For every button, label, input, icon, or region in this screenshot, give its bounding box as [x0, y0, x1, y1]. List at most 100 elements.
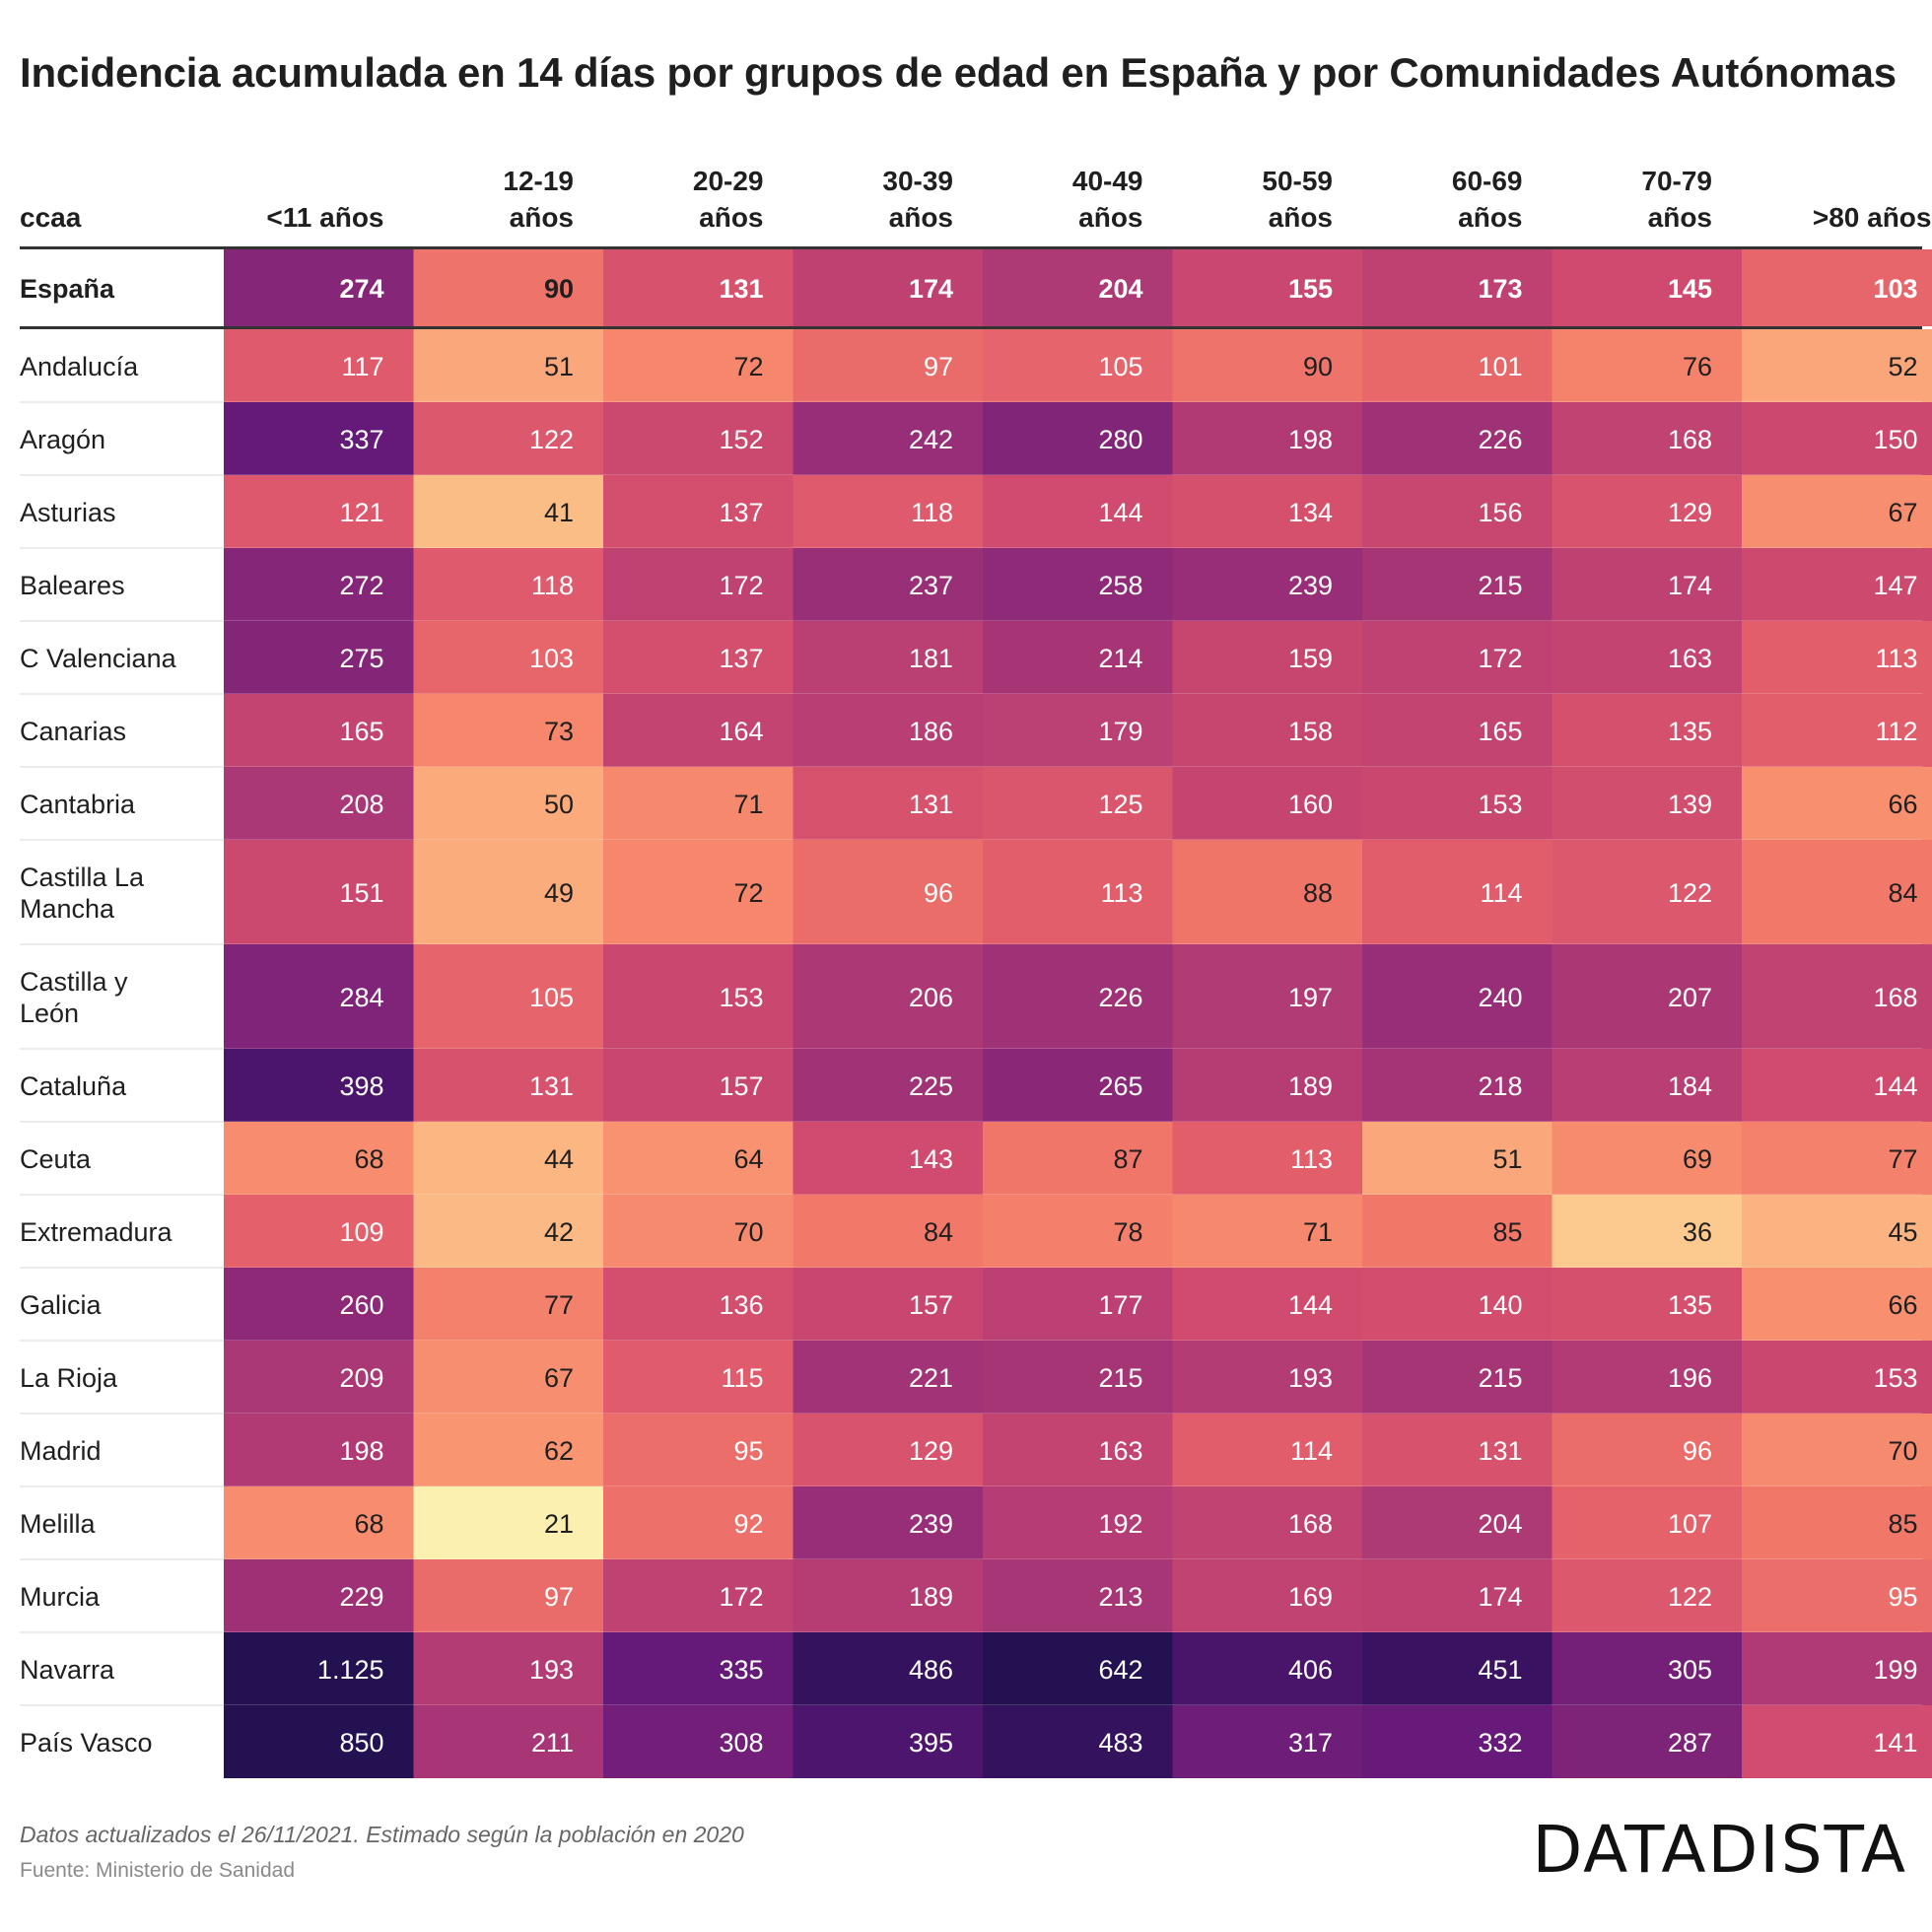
cell-value: 186 — [909, 717, 953, 746]
cell-value: 21 — [544, 1509, 574, 1539]
heatmap-cell — [983, 1632, 1174, 1705]
cell-value: 172 — [719, 571, 763, 600]
cell-value: 109 — [339, 1217, 383, 1247]
heatmap-cell — [1742, 402, 1932, 475]
heatmap-cell — [1362, 944, 1553, 1049]
heatmap-cell — [1172, 1559, 1363, 1632]
heatmap-cell — [1552, 402, 1743, 475]
cell-value: 157 — [909, 1290, 953, 1320]
cell-value: 172 — [1478, 644, 1522, 673]
cell-value: 218 — [1478, 1071, 1522, 1101]
cell-value: 193 — [529, 1655, 574, 1685]
row-label: Castilla y — [20, 967, 128, 997]
cell-value: 287 — [1668, 1728, 1712, 1758]
row-label: Cataluña — [20, 1071, 127, 1101]
cell-value: 160 — [1288, 790, 1333, 819]
cell-value: 169 — [1288, 1582, 1333, 1612]
heatmap-cell — [983, 621, 1174, 694]
heatmap-cell — [1552, 944, 1743, 1049]
cell-value: 242 — [909, 425, 953, 454]
cell-value: 275 — [339, 644, 383, 673]
row-label: Mancha — [20, 894, 115, 924]
heatmap-cell — [224, 694, 415, 767]
heatmap-cell — [224, 1559, 415, 1632]
heatmap-cell — [413, 767, 604, 840]
cell-value: 168 — [1668, 425, 1712, 454]
heatmap-cell — [1742, 1632, 1932, 1705]
heatmap-cell — [983, 1195, 1174, 1268]
heatmap-cell — [983, 475, 1174, 548]
cell-value: 52 — [1888, 352, 1917, 381]
heatmap-cell — [1172, 1414, 1363, 1486]
cell-value: 226 — [1098, 983, 1142, 1012]
heatmap-cell — [224, 1486, 415, 1559]
heatmap-cell — [224, 249, 415, 326]
heatmap-cell — [1552, 1268, 1743, 1341]
cell-value: 272 — [339, 571, 383, 600]
cell-value: 229 — [339, 1582, 383, 1612]
cell-value: 213 — [1098, 1582, 1142, 1612]
row-label: Madrid — [20, 1436, 102, 1466]
cell-value: 240 — [1478, 983, 1522, 1012]
source-note: Fuente: Ministerio de Sanidad — [20, 1859, 295, 1882]
heatmap-cell — [793, 548, 984, 621]
heatmap-cell — [224, 548, 415, 621]
cell-value: 211 — [531, 1728, 574, 1758]
heatmap-cell — [793, 621, 984, 694]
cell-value: 67 — [544, 1363, 574, 1393]
row-label: Ceuta — [20, 1144, 92, 1174]
heatmap-cell — [793, 402, 984, 475]
heatmap-cell — [1552, 1049, 1743, 1122]
heatmap-cell — [224, 329, 415, 402]
heatmap-cell — [1742, 1195, 1932, 1268]
heatmap-cell — [1742, 1341, 1932, 1414]
cell-value: 147 — [1873, 571, 1917, 600]
heatmap-cell — [1172, 1341, 1363, 1414]
heatmap-cell — [1172, 767, 1363, 840]
heatmap-cell — [1552, 767, 1743, 840]
column-header-4: 40-49 — [1072, 166, 1143, 196]
cell-value: 51 — [544, 352, 574, 381]
heatmap-cell — [1742, 1559, 1932, 1632]
cell-value: 73 — [544, 717, 574, 746]
cell-value: 129 — [1668, 498, 1712, 527]
heatmap-cell — [793, 329, 984, 402]
heatmap-cell — [1742, 1414, 1932, 1486]
heatmap-cell — [413, 329, 604, 402]
heatmap-cell — [1742, 840, 1932, 944]
cell-value: 88 — [1303, 878, 1333, 908]
heatmap-cell — [603, 1195, 794, 1268]
cell-value: 92 — [733, 1509, 763, 1539]
row-label: Cantabria — [20, 790, 136, 819]
heatmap-cell — [1172, 1049, 1363, 1122]
update-note: Datos actualizados el 26/11/2021. Estima… — [20, 1822, 744, 1847]
heatmap-cell — [983, 840, 1174, 944]
cell-value: 163 — [1668, 644, 1712, 673]
heatmap-cell — [1552, 1122, 1743, 1195]
cell-value: 237 — [909, 571, 953, 600]
cell-value: 134 — [1288, 498, 1333, 527]
cell-value: 337 — [339, 425, 383, 454]
cell-value: 274 — [339, 274, 383, 304]
cell-value: 225 — [909, 1071, 953, 1101]
heatmap-cell — [413, 1195, 604, 1268]
heatmap-cell — [1742, 1486, 1932, 1559]
cell-value: 66 — [1888, 790, 1917, 819]
heatmap-cell — [1172, 1705, 1363, 1778]
heatmap-cell — [224, 944, 415, 1049]
cell-value: 239 — [909, 1509, 953, 1539]
cell-value: 96 — [924, 878, 953, 908]
heatmap-cell — [793, 1268, 984, 1341]
heatmap-cell — [603, 1049, 794, 1122]
cell-value: 155 — [1288, 274, 1333, 304]
cell-value: 206 — [909, 983, 953, 1012]
heatmap-cell — [1172, 1486, 1363, 1559]
cell-value: 113 — [1290, 1144, 1333, 1174]
heatmap-cell — [793, 249, 984, 326]
cell-value: 168 — [1873, 983, 1917, 1012]
heatmap-cell — [793, 1049, 984, 1122]
cell-value: 204 — [1098, 274, 1142, 304]
heatmap-cell — [1742, 1705, 1932, 1778]
heatmap-cell — [1362, 1049, 1553, 1122]
cell-value: 189 — [909, 1582, 953, 1612]
